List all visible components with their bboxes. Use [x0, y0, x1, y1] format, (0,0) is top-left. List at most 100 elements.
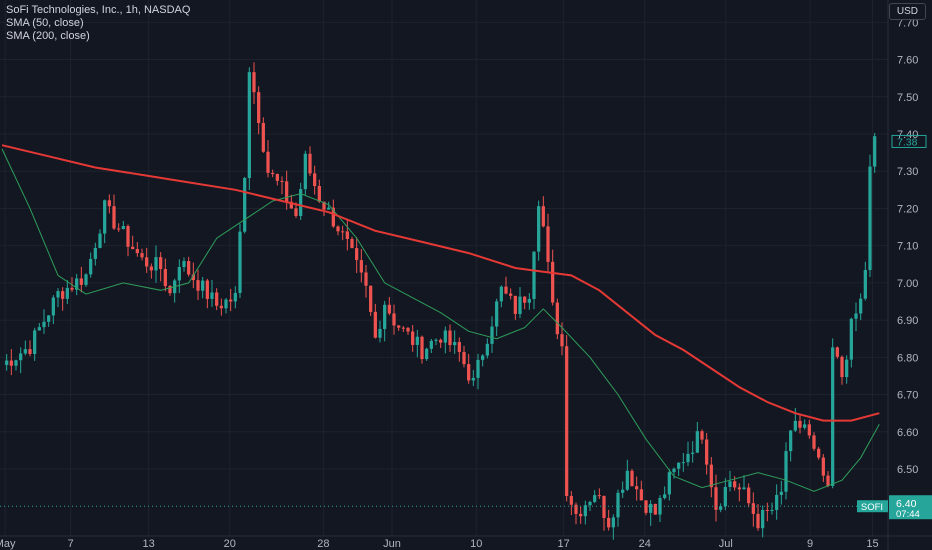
candle-body[interactable] [691, 452, 695, 454]
candle-body[interactable] [439, 339, 443, 343]
candle-body[interactable] [775, 494, 779, 510]
candle-body[interactable] [798, 420, 802, 428]
candle-body[interactable] [345, 231, 349, 239]
candle-body[interactable] [807, 424, 811, 436]
candle-body[interactable] [803, 424, 807, 428]
candle-body[interactable] [448, 330, 452, 346]
candle-body[interactable] [238, 231, 242, 293]
candle-body[interactable] [420, 336, 424, 360]
candle-body[interactable] [826, 475, 830, 486]
candle-body[interactable] [686, 453, 690, 463]
candle-body[interactable] [117, 228, 121, 230]
candle-body[interactable] [350, 238, 354, 249]
candle-body[interactable] [434, 339, 438, 341]
candle-body[interactable] [733, 481, 737, 488]
candle-body[interactable] [317, 185, 321, 202]
candle-body[interactable] [728, 481, 732, 487]
indicator-sma50-label[interactable]: SMA (50, close) [6, 17, 84, 29]
candle-body[interactable] [210, 292, 214, 299]
candle-body[interactable] [154, 257, 158, 271]
candle-body[interactable] [5, 360, 9, 365]
candle-body[interactable] [103, 200, 107, 234]
candle-body[interactable] [247, 72, 251, 178]
candle-body[interactable] [392, 313, 396, 326]
candle-body[interactable] [742, 487, 746, 490]
candle-body[interactable] [677, 462, 681, 469]
candle-body[interactable] [229, 299, 233, 302]
candle-body[interactable] [513, 295, 517, 314]
candle-body[interactable] [51, 297, 55, 316]
candle-body[interactable] [649, 503, 653, 513]
candle-body[interactable] [495, 301, 499, 327]
candle-body[interactable] [252, 72, 256, 93]
candle-body[interactable] [28, 349, 32, 355]
candle-body[interactable] [812, 435, 816, 449]
candle-body[interactable] [364, 272, 368, 286]
candle-body[interactable] [285, 181, 289, 202]
candle-body[interactable] [168, 286, 172, 294]
candle-body[interactable] [261, 123, 265, 152]
candle-body[interactable] [443, 330, 447, 343]
candle-body[interactable] [61, 291, 65, 299]
candle-body[interactable] [639, 489, 643, 501]
candle-body[interactable] [630, 470, 634, 487]
candle-body[interactable] [387, 304, 391, 314]
candle-body[interactable] [723, 486, 727, 507]
candle-body[interactable] [327, 207, 331, 210]
candle-body[interactable] [135, 249, 139, 254]
candle-body[interactable] [411, 331, 415, 345]
candle-body[interactable] [145, 257, 149, 267]
candle-body[interactable] [747, 487, 751, 504]
candle-body[interactable] [33, 330, 37, 355]
candle-body[interactable] [159, 257, 163, 270]
candle-body[interactable] [187, 261, 191, 275]
candle-body[interactable] [840, 356, 844, 378]
candle-body[interactable] [415, 336, 419, 345]
candle-body[interactable] [429, 340, 433, 349]
candle-body[interactable] [322, 201, 326, 210]
candle-body[interactable] [42, 321, 46, 328]
candle-body[interactable] [593, 495, 597, 502]
candle-body[interactable] [84, 274, 88, 285]
candle-body[interactable] [219, 305, 223, 309]
candle-body[interactable] [644, 500, 648, 513]
candle-body[interactable] [303, 153, 307, 190]
candle-body[interactable] [597, 495, 601, 497]
candle-body[interactable] [112, 206, 116, 229]
candle-body[interactable] [70, 287, 74, 290]
candle-body[interactable] [313, 173, 317, 186]
candle-body[interactable] [625, 470, 629, 490]
candle-body[interactable] [504, 286, 508, 294]
candle-body[interactable] [406, 327, 410, 332]
candle-body[interactable] [789, 430, 793, 452]
candle-body[interactable] [98, 233, 102, 248]
candle-body[interactable] [191, 274, 195, 281]
candle-body[interactable] [518, 296, 522, 314]
candle-body[interactable] [275, 174, 279, 181]
candle-body[interactable] [289, 201, 293, 209]
candle-body[interactable] [719, 506, 723, 510]
candle-body[interactable] [602, 495, 606, 518]
candle-body[interactable] [714, 487, 718, 510]
candle-body[interactable] [9, 360, 13, 366]
candle-body[interactable] [14, 360, 18, 366]
candle-body[interactable] [266, 151, 270, 173]
candle-body[interactable] [845, 359, 849, 378]
candle-body[interactable] [196, 280, 200, 291]
candle-body[interactable] [65, 287, 69, 299]
candle-body[interactable] [294, 208, 298, 216]
candle-body[interactable] [341, 231, 345, 233]
candle-body[interactable] [499, 286, 503, 302]
indicator-sma200-label[interactable]: SMA (200, close) [6, 30, 90, 42]
candle-body[interactable] [765, 509, 769, 511]
candle-body[interactable] [541, 206, 545, 227]
candle-body[interactable] [863, 270, 867, 299]
candle-body[interactable] [695, 431, 699, 453]
candle-body[interactable] [257, 92, 261, 124]
candle-body[interactable] [849, 318, 853, 360]
candle-body[interactable] [835, 347, 839, 357]
candle-body[interactable] [672, 468, 676, 473]
candle-body[interactable] [761, 509, 765, 529]
candle-body[interactable] [681, 462, 685, 464]
